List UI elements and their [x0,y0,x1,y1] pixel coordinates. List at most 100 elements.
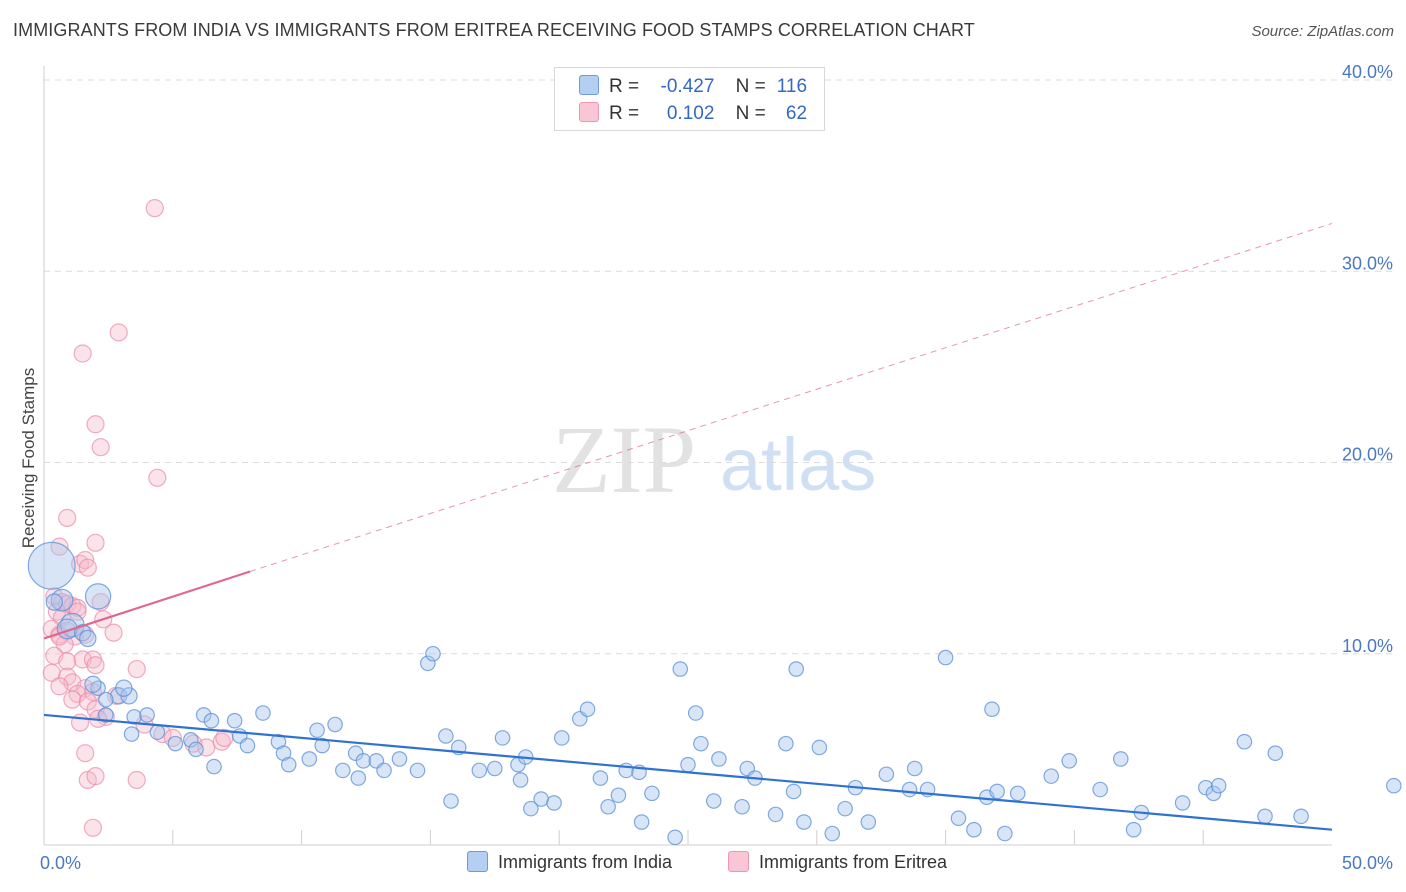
eritrea-r-label: R = [609,103,640,124]
eritrea-swatch [579,102,599,122]
india-point [301,751,318,767]
india-point [950,810,967,827]
india-point [438,728,454,744]
eritrea-point [86,415,105,434]
india-point [860,814,877,830]
india-point [239,737,256,754]
eritrea-point [50,677,69,696]
watermark-atlas: atlas [720,423,876,506]
legend-item-india: Immigrants from India [467,851,672,873]
india-point [149,724,166,740]
eritrea-point [58,667,77,686]
eritrea-point [91,438,110,457]
eritrea-point [68,684,87,704]
eritrea-point [127,659,146,679]
eritrea-point [78,558,97,577]
india-point [906,760,923,777]
india-point [705,793,722,809]
india-point [553,730,570,746]
india-point [523,800,539,817]
india-point [84,675,102,694]
y-tick-label: 20.0% [1342,445,1393,465]
india-point [546,795,562,811]
india-point [824,825,841,842]
eritrea-point [73,344,92,363]
india-r-label: R = [609,76,640,97]
eritrea-point [63,690,82,709]
india-point [255,705,271,721]
india-point [1174,795,1191,811]
india-point [512,772,529,788]
x-tick-label: 0.0% [40,853,81,873]
india-point [644,785,660,802]
india-point [195,707,212,723]
india-point [79,629,97,648]
india-point [997,825,1013,842]
india-point [335,762,351,779]
eritrea-n-label: N = [735,103,766,124]
india-point [937,649,954,666]
india-point [471,762,488,779]
eritrea-point [76,744,95,763]
eritrea-point [148,468,167,487]
india-point [350,770,367,786]
india-point [115,679,133,697]
india-point [309,722,325,739]
eritrea-point [145,199,164,218]
india-swatch [579,75,599,95]
eritrea-point [58,508,77,528]
india-n-label: N = [735,76,766,97]
india-point [767,806,784,823]
eritrea-legend-swatch [728,851,749,872]
india-point [27,541,76,590]
chart-title: IMMIGRANTS FROM INDIA VS IMMIGRANTS FROM… [13,20,975,40]
india-point [314,737,331,754]
india-point [878,766,895,783]
india-point [592,770,609,786]
india-point [579,701,596,718]
india-point [494,730,511,746]
y-tick-label: 10.0% [1342,636,1393,656]
india-point [633,814,650,830]
india-point [788,661,804,677]
india-point [280,756,297,773]
eritrea-trend-line [43,570,251,640]
eritrea-point [86,656,105,675]
gridlines [44,79,1393,655]
india-point [409,762,426,779]
india-point [680,756,696,773]
india-point [989,783,1005,800]
india-point [734,798,750,815]
eritrea-r-value: 0.102 [666,103,715,124]
india-point [425,645,441,662]
india-point [98,707,114,723]
legend-item-eritrea: Immigrants from Eritrea [728,851,947,873]
india-point [1210,777,1227,794]
india-point [667,829,683,846]
india-point [796,814,812,830]
india-point [84,583,112,610]
india-point [1112,751,1129,767]
eritrea-point [83,818,103,837]
india-point [183,732,199,748]
india-n-value: 116 [776,76,808,97]
india-point [778,735,794,752]
india-point [1293,808,1309,825]
india-point [1205,785,1222,802]
india-point [226,712,243,729]
india-point [203,712,220,729]
india-series [27,541,1402,846]
tick-labels: 10.0% 20.0% 30.0% 40.0% 0.0% 50.0% [40,62,1393,873]
india-point [1197,779,1214,796]
eritrea-point [86,533,105,552]
india-point [443,793,459,809]
correlation-legend: R = -0.427 N = 116 R = 0.102 N = 62 [554,67,825,131]
india-point [600,798,616,815]
india-point [139,707,155,723]
india-point [785,783,802,800]
india-point [188,741,204,758]
india-point [206,758,222,775]
india-point [693,735,709,752]
india-point [901,781,918,798]
